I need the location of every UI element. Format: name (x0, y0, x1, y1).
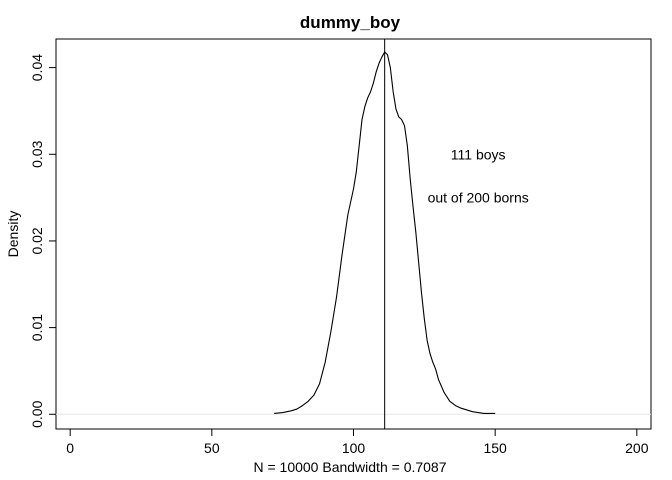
annotation-0: 111 boys (451, 146, 506, 162)
y-tick-label: 0.03 (29, 140, 45, 167)
x-tick-label: 50 (204, 440, 220, 456)
x-tick-label: 100 (342, 440, 366, 456)
y-axis-label: Density (5, 211, 21, 258)
x-tick-label: 200 (625, 440, 649, 456)
y-tick-label: 0.02 (29, 227, 45, 254)
chart-title: dummy_boy (300, 13, 401, 32)
y-tick-label: 0.00 (29, 400, 45, 427)
annotation-1: out of 200 borns (428, 190, 529, 206)
x-axis-label: N = 10000 Bandwidth = 0.7087 (253, 459, 446, 475)
x-tick-label: 0 (66, 440, 74, 456)
density-curve-0 (274, 51, 496, 414)
annotations: 111 boys out of 200 borns (428, 146, 529, 205)
plot-frame (55, 38, 652, 430)
y-tick-label: 0.04 (29, 54, 45, 81)
density-curve-layer (274, 51, 496, 414)
x-axis: 0 50 100 150 200 (66, 429, 649, 456)
x-tick-label: 150 (483, 440, 507, 456)
y-tick-label: 0.01 (29, 314, 45, 341)
y-axis: 0.00 0.01 0.02 0.03 0.04 (29, 54, 56, 428)
